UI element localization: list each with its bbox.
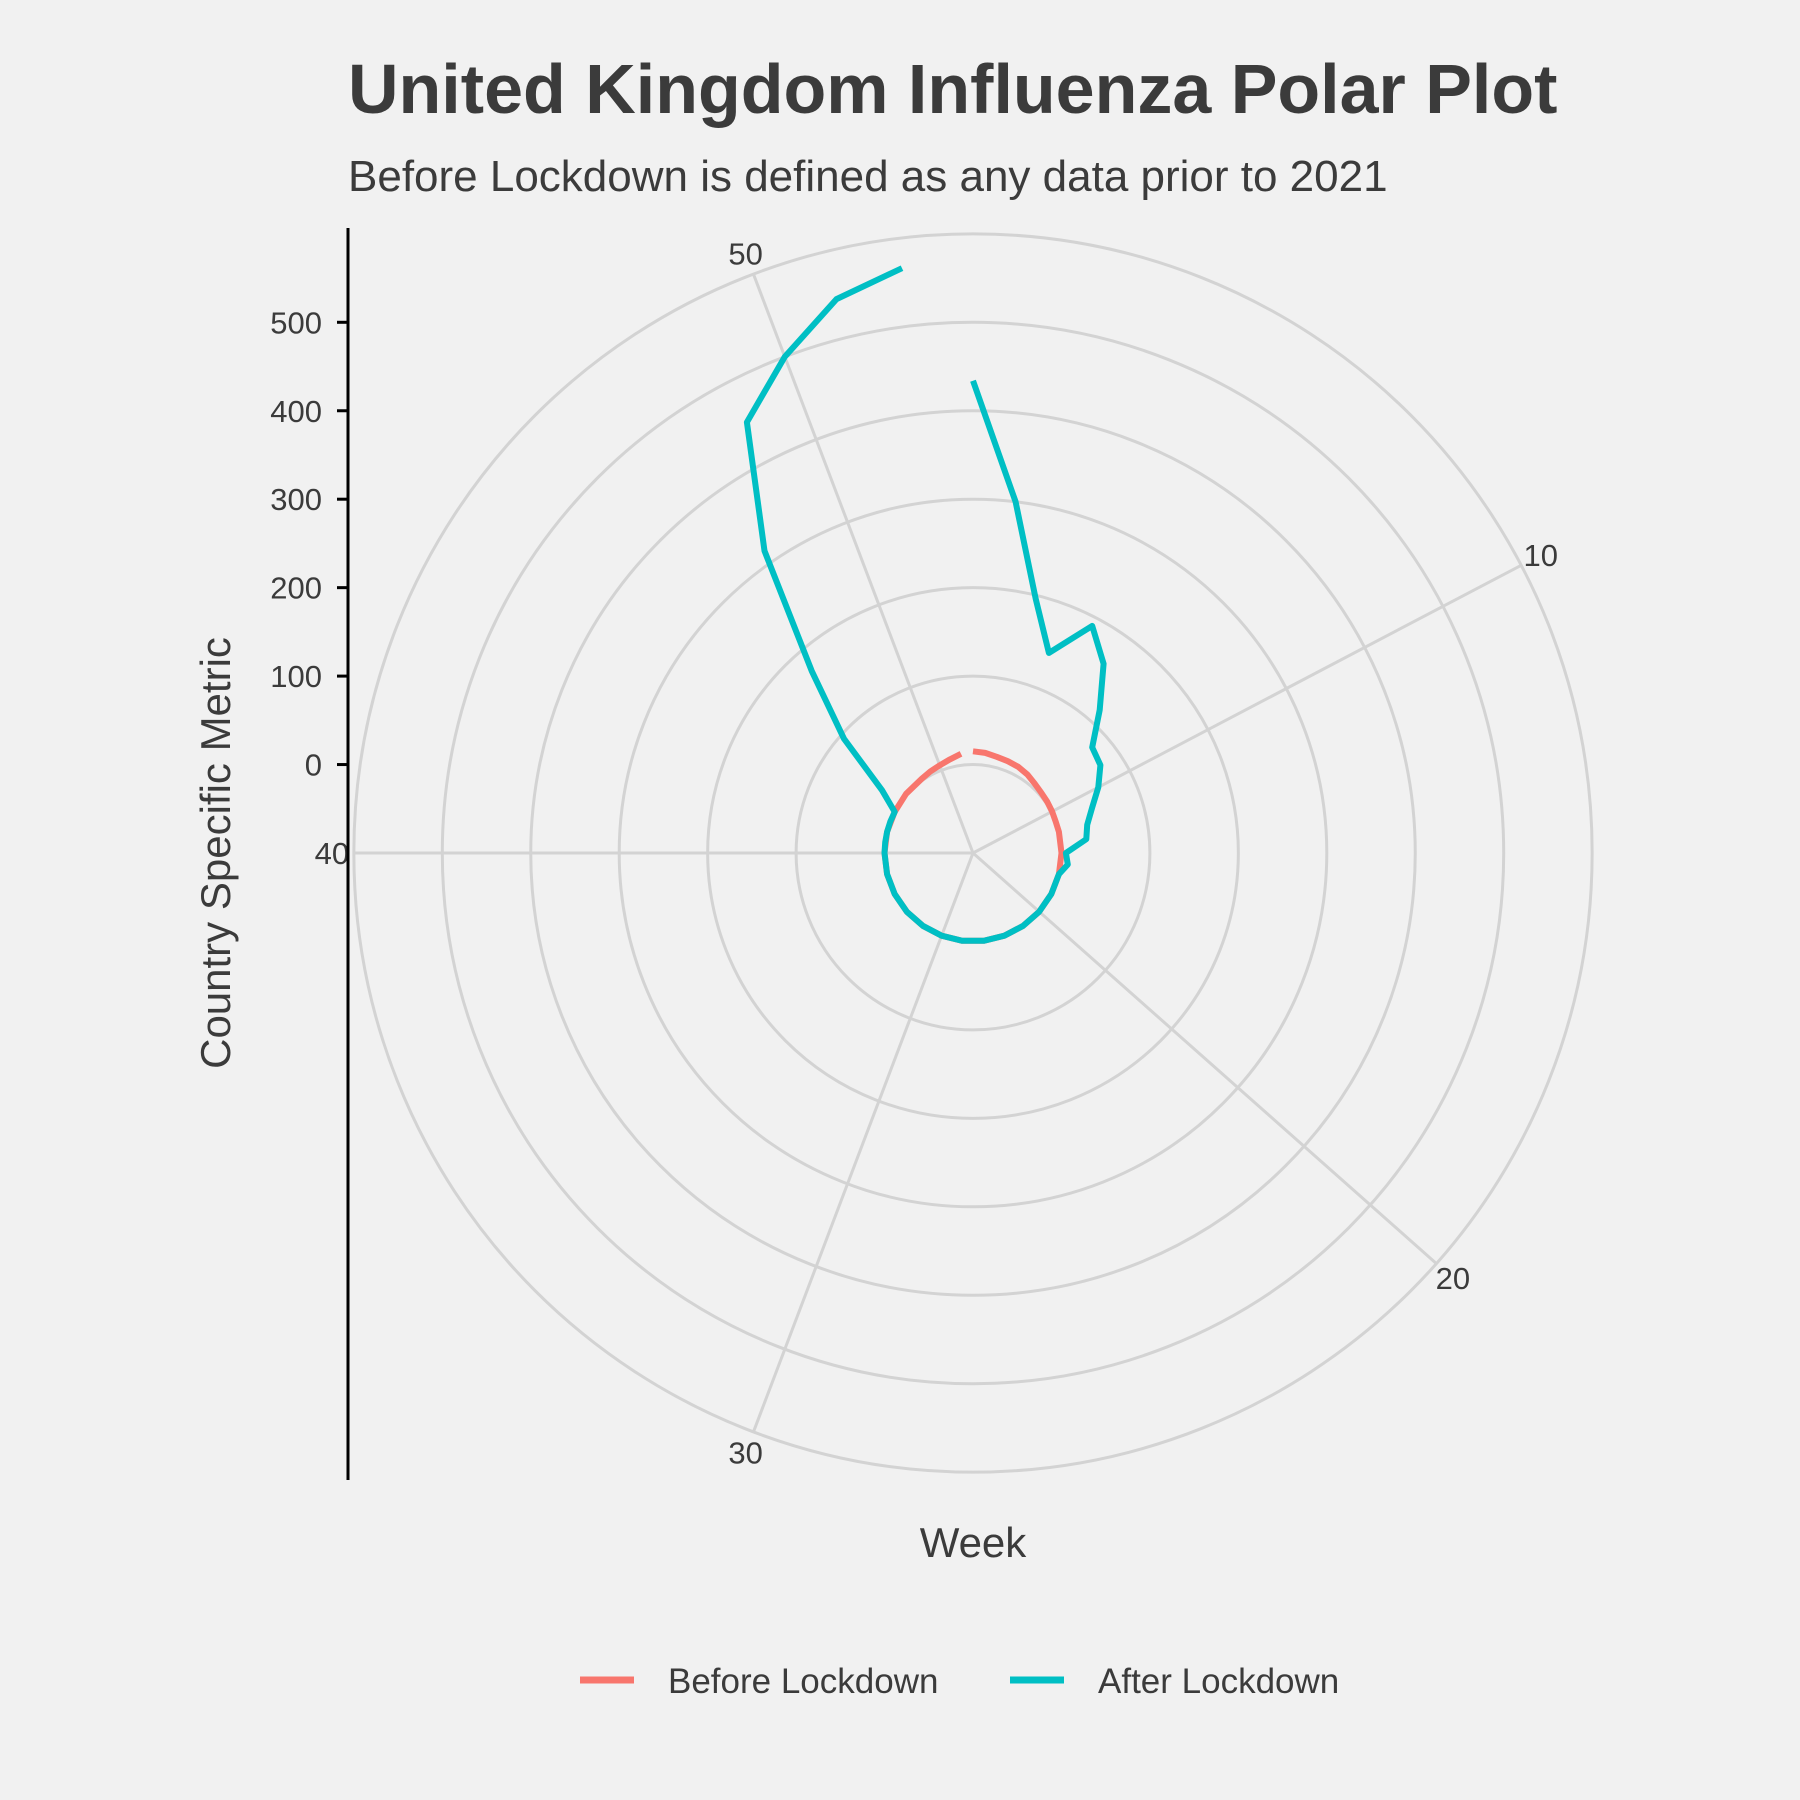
series-line bbox=[743, 265, 1107, 944]
angular-gridline bbox=[972, 851, 1438, 1265]
r-axis: 0 100 200 300 400 500 bbox=[270, 305, 348, 783]
angular-gridline bbox=[752, 852, 975, 1433]
r-tick-label: 100 bbox=[270, 659, 322, 694]
theta-tick-label: 30 bbox=[728, 1435, 762, 1470]
polar-grid: 10 20 30 40 50 bbox=[315, 232, 1594, 1474]
theta-tick-label: 40 bbox=[315, 836, 349, 871]
r-tick-label: 200 bbox=[270, 571, 322, 606]
r-tick-label: 0 bbox=[305, 748, 322, 783]
chart-title: United Kingdom Influenza Polar Plot bbox=[348, 50, 1557, 128]
theta-tick-label: 20 bbox=[1436, 1261, 1470, 1296]
y-axis-title: Country Specific Metric bbox=[192, 637, 239, 1069]
series-layer bbox=[743, 265, 1107, 944]
chart-subtitle: Before Lockdown is defined as any data p… bbox=[348, 152, 1388, 201]
theta-tick-label: 50 bbox=[728, 237, 762, 272]
legend: Before Lockdown After Lockdown bbox=[580, 1662, 1339, 1701]
r-tick-label: 400 bbox=[270, 394, 322, 429]
radial-gridline bbox=[352, 232, 1594, 1474]
legend-label: Before Lockdown bbox=[668, 1662, 938, 1701]
r-tick-label: 500 bbox=[270, 305, 322, 340]
x-axis-title: Week bbox=[920, 1519, 1028, 1566]
r-tick-label: 300 bbox=[270, 482, 322, 517]
legend-label: After Lockdown bbox=[1098, 1662, 1339, 1701]
angular-gridline bbox=[972, 563, 1522, 855]
theta-tick-label: 10 bbox=[1523, 538, 1557, 573]
angular-gridline bbox=[752, 273, 975, 854]
